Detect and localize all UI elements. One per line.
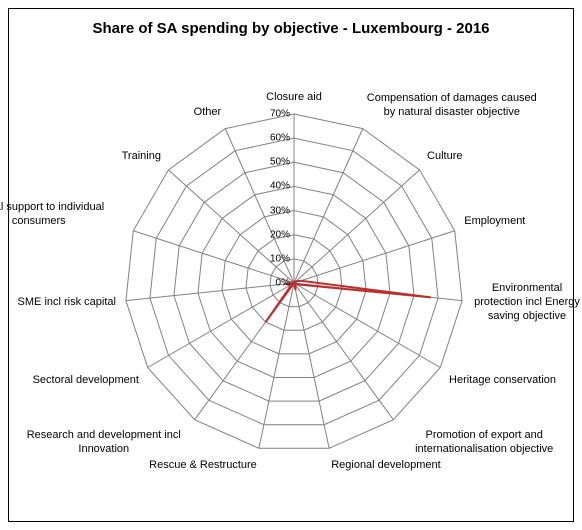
category-label: Regional development — [331, 459, 441, 472]
grid-ring — [125, 113, 463, 449]
grid-ring — [149, 137, 439, 426]
category-label: Research and development incl Innovation — [26, 428, 181, 455]
category-label: Closure aid — [266, 91, 322, 103]
category-label: Employment — [464, 214, 526, 227]
grid-ring — [173, 161, 415, 402]
category-label: Training — [121, 150, 161, 163]
y-tick-label: 70% — [269, 108, 290, 120]
category-label: Promotion of export and internationalisa… — [415, 428, 554, 455]
category-label: Heritage conservation — [449, 373, 557, 386]
category-label: Other — [193, 106, 222, 119]
grid-ring — [197, 185, 391, 378]
spoke — [293, 282, 394, 421]
y-tick-label: 60% — [269, 132, 290, 144]
spoke — [258, 282, 295, 449]
spoke — [293, 169, 420, 284]
chart-title: Share of SA spending by objective - Luxe… — [92, 20, 490, 37]
category-label: Culture — [427, 150, 463, 163]
y-tick-label: 40% — [269, 180, 290, 192]
category-label: Environmental protection incl Energy sav… — [474, 281, 580, 322]
y-tick-label: 50% — [269, 156, 290, 168]
category-label: Sectoral development — [32, 373, 139, 386]
spoke — [133, 230, 295, 284]
spoke — [293, 282, 441, 368]
spoke — [125, 282, 295, 302]
series-line — [264, 279, 431, 323]
chart-frame — [8, 8, 574, 522]
category-label: Social support to individual consumers — [0, 200, 105, 227]
category-label: SME incl risk capital — [17, 295, 116, 308]
y-tick-label: 20% — [269, 229, 290, 241]
category-label: Compensation of damages caused by natura… — [366, 92, 537, 119]
y-tick-label: 10% — [269, 253, 290, 265]
spoke — [224, 128, 295, 284]
category-label: Rescue & Restructure — [149, 459, 257, 472]
spoke — [168, 169, 295, 284]
spoke — [293, 282, 330, 449]
spoke — [147, 282, 295, 368]
spoke — [293, 128, 364, 284]
spoke — [293, 230, 455, 284]
grid-ring — [245, 234, 343, 331]
grid-ring — [269, 258, 319, 308]
grid-ring — [221, 210, 367, 355]
y-tick-label: 0% — [275, 277, 290, 289]
y-tick-label: 30% — [269, 205, 290, 217]
